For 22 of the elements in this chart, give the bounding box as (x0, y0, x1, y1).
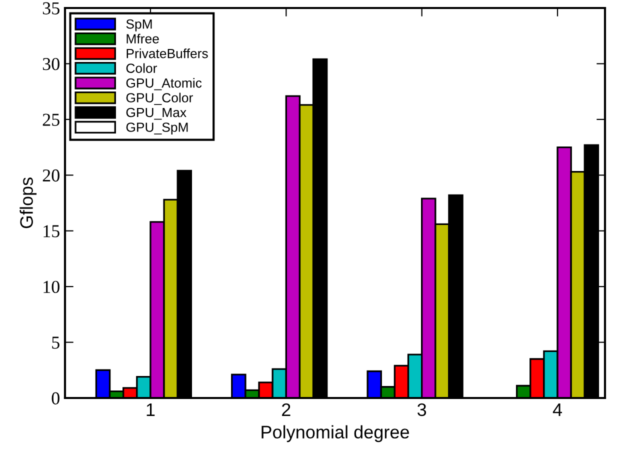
x-tick-label: 4 (552, 404, 562, 416)
legend-label: GPU_Atomic (126, 78, 202, 90)
legend-label: GPU_Max (126, 108, 186, 120)
y-tick-label: 20 (42, 169, 60, 182)
y-tick-label: 0 (52, 392, 60, 404)
y-tick-label: 35 (42, 2, 60, 14)
y-tick-label: 25 (42, 114, 60, 126)
y-axis-title: Gflops (20, 178, 37, 228)
legend-label: SpM (126, 19, 152, 32)
x-tick-label: 3 (418, 403, 426, 416)
x-axis-title: Polynomial degree (262, 425, 409, 442)
y-tick-label: 10 (44, 280, 60, 294)
legend-label: Mfree (126, 34, 159, 44)
legend-label: GPU_SpM (126, 122, 188, 135)
legend-label: PrivateBuffers (126, 48, 208, 58)
y-tick-label: 5 (52, 336, 60, 349)
y-tick-label: 30 (42, 58, 60, 70)
x-tick-label: 2 (282, 403, 290, 416)
x-tick-label: 1 (146, 404, 155, 416)
legend-label: Color (126, 63, 158, 73)
legend-label: GPU_Color (126, 92, 193, 105)
y-tick-label: 15 (44, 225, 60, 238)
